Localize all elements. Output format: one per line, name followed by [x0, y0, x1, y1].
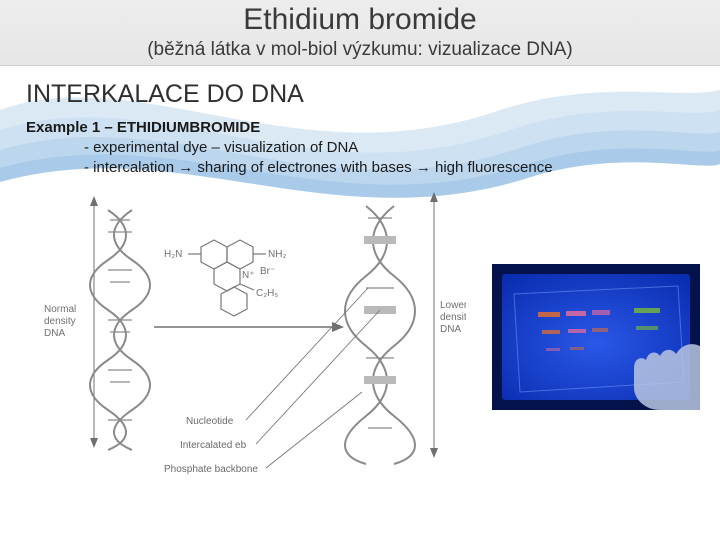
left-helix-label-2: density [44, 316, 76, 327]
figures-area: Normal density DNA [26, 192, 694, 532]
right-helix-label-3: DNA [440, 324, 461, 335]
callout-backbone: Phosphate backbone [164, 464, 258, 475]
bullet-line-2: - intercalation → sharing of electrones … [26, 158, 694, 178]
content-area: INTERKALACE DO DNA Example 1 – ETHIDIUMB… [0, 66, 720, 532]
mol-nh2-left: H₂N [164, 249, 182, 260]
left-helix-label-3: DNA [44, 328, 65, 339]
right-helix-label-1: Lower [440, 300, 466, 311]
mol-br: Br⁻ [260, 266, 275, 277]
section-heading: INTERKALACE DO DNA [26, 80, 694, 109]
left-helix-label-1: Normal [44, 304, 76, 315]
ethidium-molecule: H₂N NH₂ N⁺ Br⁻ C₂H₅ [154, 240, 344, 332]
mol-nh2-right: NH₂ [268, 249, 286, 260]
example-title: Example 1 – ETHIDIUMBROMIDE [26, 119, 694, 136]
page-subtitle: (běžná látka v mol-biol výzkumu: vizuali… [0, 38, 720, 62]
header-band: Ethidium bromide (běžná látka v mol-biol… [0, 0, 720, 66]
mol-nplus: N⁺ [242, 270, 255, 281]
mol-c2h5: C₂H₅ [256, 288, 278, 299]
intercalation-diagram: Normal density DNA [36, 192, 466, 492]
callout-intercalated: Intercalated eb [180, 440, 247, 451]
right-helix-label-2: density [440, 312, 466, 323]
left-helix: Normal density DNA [44, 196, 150, 450]
page-title: Ethidium bromide [0, 2, 720, 38]
gel-photo [492, 264, 700, 410]
bullet-line-1: - experimental dye – visualization of DN… [26, 138, 694, 158]
callout-nucleotide: Nucleotide [186, 416, 234, 427]
